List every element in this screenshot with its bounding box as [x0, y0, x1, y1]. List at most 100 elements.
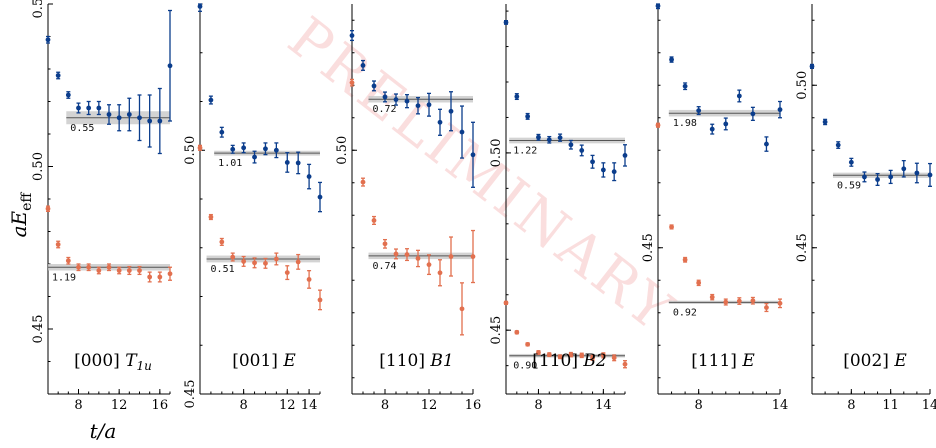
- y-tick-label: 0.50: [335, 136, 350, 165]
- fit-chi2-label: 0.55: [70, 123, 94, 134]
- data-point: [208, 95, 214, 105]
- data-point: [219, 126, 225, 138]
- marker: [525, 113, 531, 119]
- panel-irrep: E: [893, 351, 907, 371]
- marker: [147, 118, 153, 124]
- data-point: [777, 298, 783, 309]
- marker: [426, 102, 432, 108]
- marker: [382, 94, 388, 100]
- x-tick-label: 12: [421, 398, 438, 413]
- marker: [295, 160, 301, 166]
- data-point: [750, 106, 756, 121]
- panel-label: [110] B1: [379, 351, 453, 371]
- marker: [241, 145, 247, 151]
- marker: [167, 271, 173, 277]
- marker: [208, 214, 214, 220]
- data-point: [557, 354, 563, 360]
- data-point: [360, 59, 366, 71]
- x-tick-label: 14: [301, 398, 318, 413]
- data-point: [611, 354, 617, 362]
- marker: [835, 142, 841, 148]
- data-point: [536, 133, 541, 141]
- marker: [404, 252, 410, 257]
- data-point: [723, 117, 729, 131]
- data-point: [230, 252, 236, 262]
- marker: [723, 299, 729, 305]
- panel-irrep: T: [125, 351, 138, 371]
- marker: [306, 174, 312, 179]
- marker: [503, 300, 509, 306]
- data-point: [55, 240, 61, 249]
- marker: [459, 306, 465, 312]
- marker: [137, 115, 142, 121]
- data-point: [219, 237, 225, 246]
- data-point: [901, 159, 907, 178]
- data-point: [696, 106, 702, 116]
- panel-3: 0.45 0.50 8 14 1.22 0.90[110] B2: [489, 4, 628, 413]
- marker: [371, 218, 377, 223]
- marker: [426, 262, 432, 268]
- data-point: [557, 133, 563, 142]
- marker: [568, 142, 574, 148]
- data-point: [736, 297, 742, 305]
- marker: [45, 206, 51, 212]
- data-point: [45, 35, 51, 44]
- marker: [696, 280, 702, 286]
- marker: [622, 361, 628, 367]
- marker: [415, 103, 421, 109]
- x-tick-label: 8: [847, 398, 855, 413]
- data-point: [273, 252, 279, 266]
- marker: [317, 297, 323, 303]
- marker: [137, 268, 142, 273]
- x-tick-label: 14: [922, 398, 936, 413]
- panel-irrep-sub: 1u: [137, 359, 152, 373]
- data-point: [65, 256, 71, 265]
- data-point: [600, 352, 606, 359]
- marker: [709, 126, 715, 132]
- marker: [126, 112, 132, 117]
- marker: [96, 105, 102, 111]
- data-point: [525, 341, 531, 347]
- marker: [546, 352, 552, 358]
- panel-1: 0.45 0.50 8 12 14 1.01 0.51 [001] E: [183, 3, 323, 413]
- panel-irrep: B2: [582, 351, 606, 371]
- data-point: [536, 350, 541, 355]
- marker: [55, 73, 61, 78]
- panel-irrep: B1: [429, 351, 453, 371]
- data-point: [764, 302, 769, 313]
- panel-irrep: E: [741, 351, 755, 371]
- data-point: [696, 279, 702, 287]
- marker: [777, 107, 783, 113]
- marker: [590, 159, 595, 165]
- data-point: [76, 263, 81, 272]
- marker: [306, 277, 312, 282]
- x-tick-label: 14: [595, 398, 612, 413]
- data-point: [126, 97, 132, 132]
- marker: [514, 329, 520, 335]
- data-point: [167, 9, 173, 122]
- data-point: [764, 136, 769, 152]
- marker: [723, 121, 729, 127]
- marker: [777, 300, 783, 306]
- data-point: [546, 135, 552, 144]
- marker: [197, 145, 203, 151]
- marker: [470, 152, 476, 158]
- data-point: [437, 108, 443, 136]
- data-point: [306, 270, 312, 289]
- marker: [600, 352, 606, 358]
- data-point: [514, 329, 520, 335]
- panels: 0.450.500.558 12 160.551.19[000] T1u0.450.…: [31, 0, 936, 413]
- marker: [669, 57, 674, 62]
- data-point: [76, 102, 81, 114]
- data-point: [682, 82, 688, 91]
- x-tick-label: 16: [465, 398, 482, 413]
- data-point: [295, 151, 301, 175]
- data-point: [415, 96, 421, 115]
- panel-label: [002] E: [843, 351, 907, 371]
- data-point: [503, 20, 509, 25]
- marker: [764, 141, 769, 147]
- data-point: [426, 92, 432, 117]
- marker: [219, 239, 225, 245]
- data-point: [263, 257, 268, 269]
- marker: [448, 108, 454, 114]
